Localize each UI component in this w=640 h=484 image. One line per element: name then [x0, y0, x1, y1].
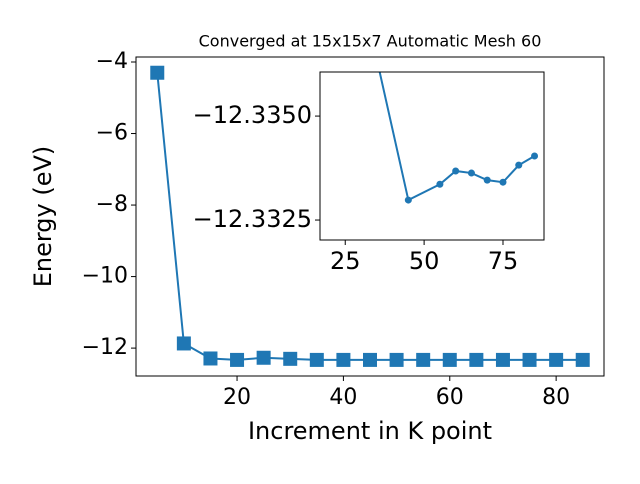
marker [483, 176, 491, 184]
marker [309, 352, 324, 367]
y-tick-label: −12 [82, 335, 128, 360]
y-tick-label: −4 [96, 49, 128, 74]
marker [452, 167, 460, 175]
x-axis-label: Increment in K point [248, 417, 492, 445]
x-tick-label: 20 [223, 385, 251, 410]
marker [495, 352, 510, 367]
marker [389, 352, 404, 367]
x-tick-label: 75 [488, 247, 519, 275]
chart-title: Converged at 15x15x7 Automatic Mesh 60 [199, 32, 542, 51]
x-tick-label: 40 [329, 385, 357, 410]
marker [176, 336, 191, 351]
marker [256, 350, 271, 365]
y-axis-label: Energy (eV) [29, 146, 57, 288]
y-tick-label: −6 [96, 121, 128, 146]
marker [442, 352, 457, 367]
marker [515, 161, 523, 169]
y-tick-label: −8 [96, 192, 128, 217]
marker [499, 178, 507, 186]
plot-clip [378, 72, 539, 204]
x-tick-label: 25 [330, 247, 361, 275]
marker [575, 352, 590, 367]
marker [531, 152, 539, 160]
y-tick-label: −10 [82, 264, 128, 289]
marker [522, 352, 537, 367]
marker [283, 351, 298, 366]
y-tick-label: −12.3350 [193, 101, 312, 129]
marker [336, 352, 351, 367]
plot-area [320, 72, 544, 240]
marker [203, 351, 218, 366]
marker [416, 352, 431, 367]
x-tick-label: 50 [409, 247, 440, 275]
marker [436, 180, 444, 188]
marker [150, 65, 165, 80]
marker [404, 196, 412, 204]
marker [363, 352, 377, 367]
marker [467, 169, 475, 177]
marker [230, 352, 245, 367]
x-tick-label: 80 [542, 385, 570, 410]
y-tick-label: −12.3325 [193, 205, 312, 233]
plot-frame [319, 71, 545, 241]
plot-frame [135, 56, 605, 377]
marker [549, 352, 564, 367]
x-tick-label: 60 [436, 385, 464, 410]
marker [469, 352, 484, 367]
